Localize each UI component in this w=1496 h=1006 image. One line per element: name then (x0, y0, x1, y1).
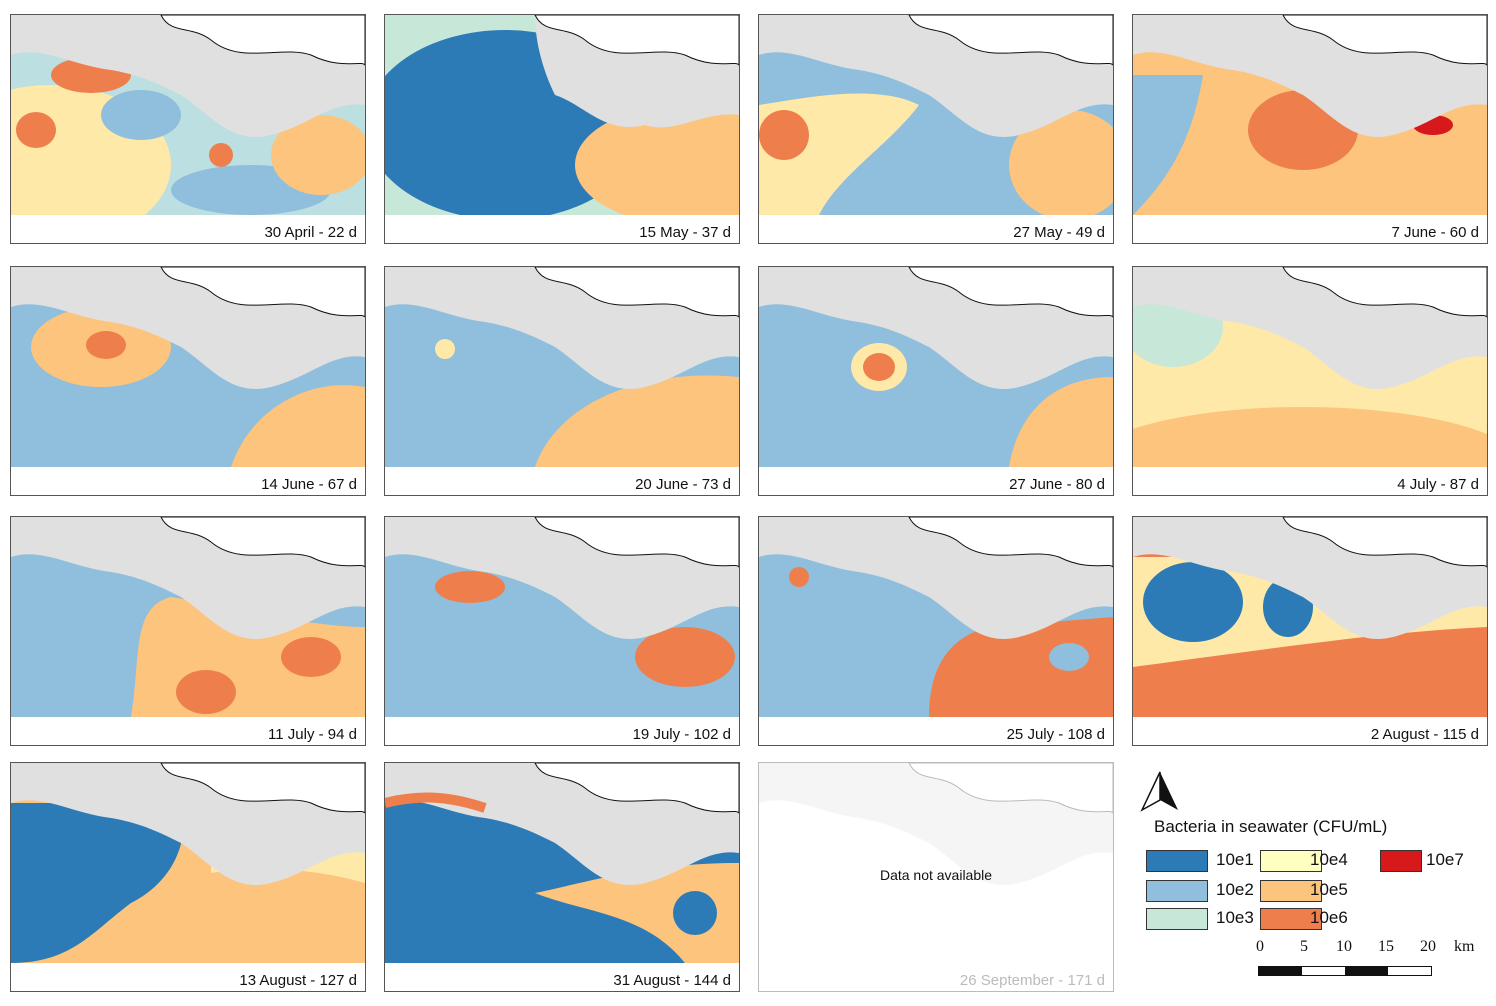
map-panel-10: 19 July - 102 d (384, 516, 740, 746)
panel-caption: 26 September - 171 d (957, 972, 1107, 989)
map-panel-12: 2 August - 115 d (1132, 516, 1488, 746)
panel-caption: 31 August - 144 d (611, 972, 733, 989)
legend-label-10e4: 10e4 (1310, 850, 1348, 869)
interpolated-map (11, 15, 365, 215)
interpolated-map (11, 517, 365, 717)
legend-swatch-10e1 (1146, 850, 1208, 872)
legend-title: Bacteria in seawater (CFU/mL) (1154, 817, 1388, 836)
panel-caption: 7 June - 60 d (1389, 224, 1481, 241)
map-panel-8: 4 July - 87 d (1132, 266, 1488, 496)
interpolated-map (759, 267, 1113, 467)
scale-tick-0: 0 (1256, 938, 1264, 955)
legend-label-10e5: 10e5 (1310, 880, 1348, 899)
legend-swatch-10e2 (1146, 880, 1208, 902)
interpolated-map (385, 763, 739, 963)
base-map-faded (759, 763, 1113, 963)
north-arrow-icon (1140, 771, 1178, 812)
map-panel-11: 25 July - 108 d (758, 516, 1114, 746)
interpolated-map (385, 267, 739, 467)
panel-caption: 11 July - 94 d (266, 726, 359, 743)
legend-label-10e7: 10e7 (1426, 850, 1464, 869)
interpolated-map (759, 517, 1113, 717)
map-panel-7: 27 June - 80 d (758, 266, 1114, 496)
panel-caption: 30 April - 22 d (262, 224, 359, 241)
panel-caption: 13 August - 127 d (237, 972, 359, 989)
legend-swatch-10e6 (1260, 908, 1322, 930)
legend-label-10e3: 10e3 (1216, 908, 1254, 927)
map-panel-6: 20 June - 73 d (384, 266, 740, 496)
panel-caption: 25 July - 108 d (1004, 726, 1107, 743)
legend: Bacteria in seawater (CFU/mL) 10e1 10e2 … (1130, 760, 1490, 1000)
panel-caption: 15 May - 37 d (637, 224, 733, 241)
interpolated-map (385, 517, 739, 717)
interpolated-map (385, 15, 739, 215)
map-panel-9: 11 July - 94 d (10, 516, 366, 746)
legend-label-10e6: 10e6 (1310, 908, 1348, 927)
map-panel-2: 15 May - 37 d (384, 14, 740, 244)
scale-tick-5: 5 (1300, 938, 1308, 955)
panel-caption: 20 June - 73 d (633, 476, 733, 493)
scale-tick-20: 20 (1420, 938, 1436, 955)
map-panel-5: 14 June - 67 d (10, 266, 366, 496)
interpolated-map (1133, 15, 1487, 215)
legend-label-10e1: 10e1 (1216, 850, 1254, 869)
interpolated-map (1133, 517, 1487, 717)
panel-caption: 27 May - 49 d (1011, 224, 1107, 241)
interpolated-map (1133, 267, 1487, 467)
map-panel-15: Data not available 26 September - 171 d (758, 762, 1114, 992)
legend-swatch-10e3 (1146, 908, 1208, 930)
map-panel-13: 13 August - 127 d (10, 762, 366, 992)
panel-caption: 27 June - 80 d (1007, 476, 1107, 493)
panel-caption: 19 July - 102 d (630, 726, 733, 743)
legend-swatch-10e7 (1380, 850, 1422, 872)
map-panel-4: 7 June - 60 d (1132, 14, 1488, 244)
interpolated-map (11, 763, 365, 963)
map-panel-14: 31 August - 144 d (384, 762, 740, 992)
legend-swatch-10e5 (1260, 880, 1322, 902)
panel-caption: 4 July - 87 d (1395, 476, 1481, 493)
scale-tick-10: 10 (1336, 938, 1352, 955)
panel-caption: 14 June - 67 d (259, 476, 359, 493)
interpolated-map (759, 15, 1113, 215)
panel-caption: 2 August - 115 d (1368, 726, 1481, 743)
map-panel-1: 30 April - 22 d (10, 14, 366, 244)
interpolated-map (11, 267, 365, 467)
map-panel-3: 27 May - 49 d (758, 14, 1114, 244)
legend-swatch-10e4 (1260, 850, 1322, 872)
data-not-available-label: Data not available (879, 867, 993, 883)
legend-label-10e2: 10e2 (1216, 880, 1254, 899)
scale-unit: km (1454, 938, 1475, 955)
scale-tick-15: 15 (1378, 938, 1394, 955)
scale-bar (1258, 966, 1432, 976)
